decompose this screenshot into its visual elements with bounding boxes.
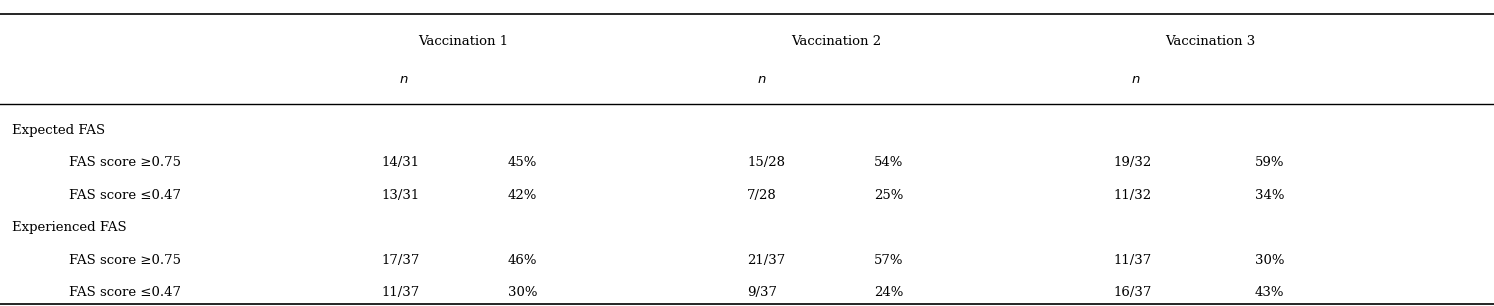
Text: $n$: $n$ (399, 73, 408, 86)
Text: 30%: 30% (1255, 254, 1285, 267)
Text: 25%: 25% (874, 189, 904, 202)
Text: FAS score ≤0.47: FAS score ≤0.47 (69, 286, 181, 299)
Text: Experienced FAS: Experienced FAS (12, 222, 127, 234)
Text: 16/37: 16/37 (1113, 286, 1152, 299)
Text: 59%: 59% (1255, 156, 1285, 169)
Text: 45%: 45% (508, 156, 538, 169)
Text: 15/28: 15/28 (747, 156, 784, 169)
Text: $n$: $n$ (1131, 73, 1140, 86)
Text: FAS score ≥0.75: FAS score ≥0.75 (69, 156, 181, 169)
Text: 14/31: 14/31 (381, 156, 420, 169)
Text: 17/37: 17/37 (381, 254, 420, 267)
Text: Vaccination 2: Vaccination 2 (792, 35, 881, 48)
Text: 42%: 42% (508, 189, 538, 202)
Text: 57%: 57% (874, 254, 904, 267)
Text: 11/32: 11/32 (1113, 189, 1152, 202)
Text: 30%: 30% (508, 286, 538, 299)
Text: $n$: $n$ (757, 73, 766, 86)
Text: Vaccination 3: Vaccination 3 (1165, 35, 1255, 48)
Text: 54%: 54% (874, 156, 904, 169)
Text: 19/32: 19/32 (1113, 156, 1152, 169)
Text: 24%: 24% (874, 286, 904, 299)
Text: 9/37: 9/37 (747, 286, 777, 299)
Text: 34%: 34% (1255, 189, 1285, 202)
Text: FAS score ≤0.47: FAS score ≤0.47 (69, 189, 181, 202)
Text: Vaccination 1: Vaccination 1 (418, 35, 508, 48)
Text: 46%: 46% (508, 254, 538, 267)
Text: 43%: 43% (1255, 286, 1285, 299)
Text: FAS score ≥0.75: FAS score ≥0.75 (69, 254, 181, 267)
Text: 13/31: 13/31 (381, 189, 420, 202)
Text: 11/37: 11/37 (381, 286, 420, 299)
Text: 11/37: 11/37 (1113, 254, 1152, 267)
Text: 21/37: 21/37 (747, 254, 786, 267)
Text: Expected FAS: Expected FAS (12, 124, 105, 136)
Text: 7/28: 7/28 (747, 189, 777, 202)
